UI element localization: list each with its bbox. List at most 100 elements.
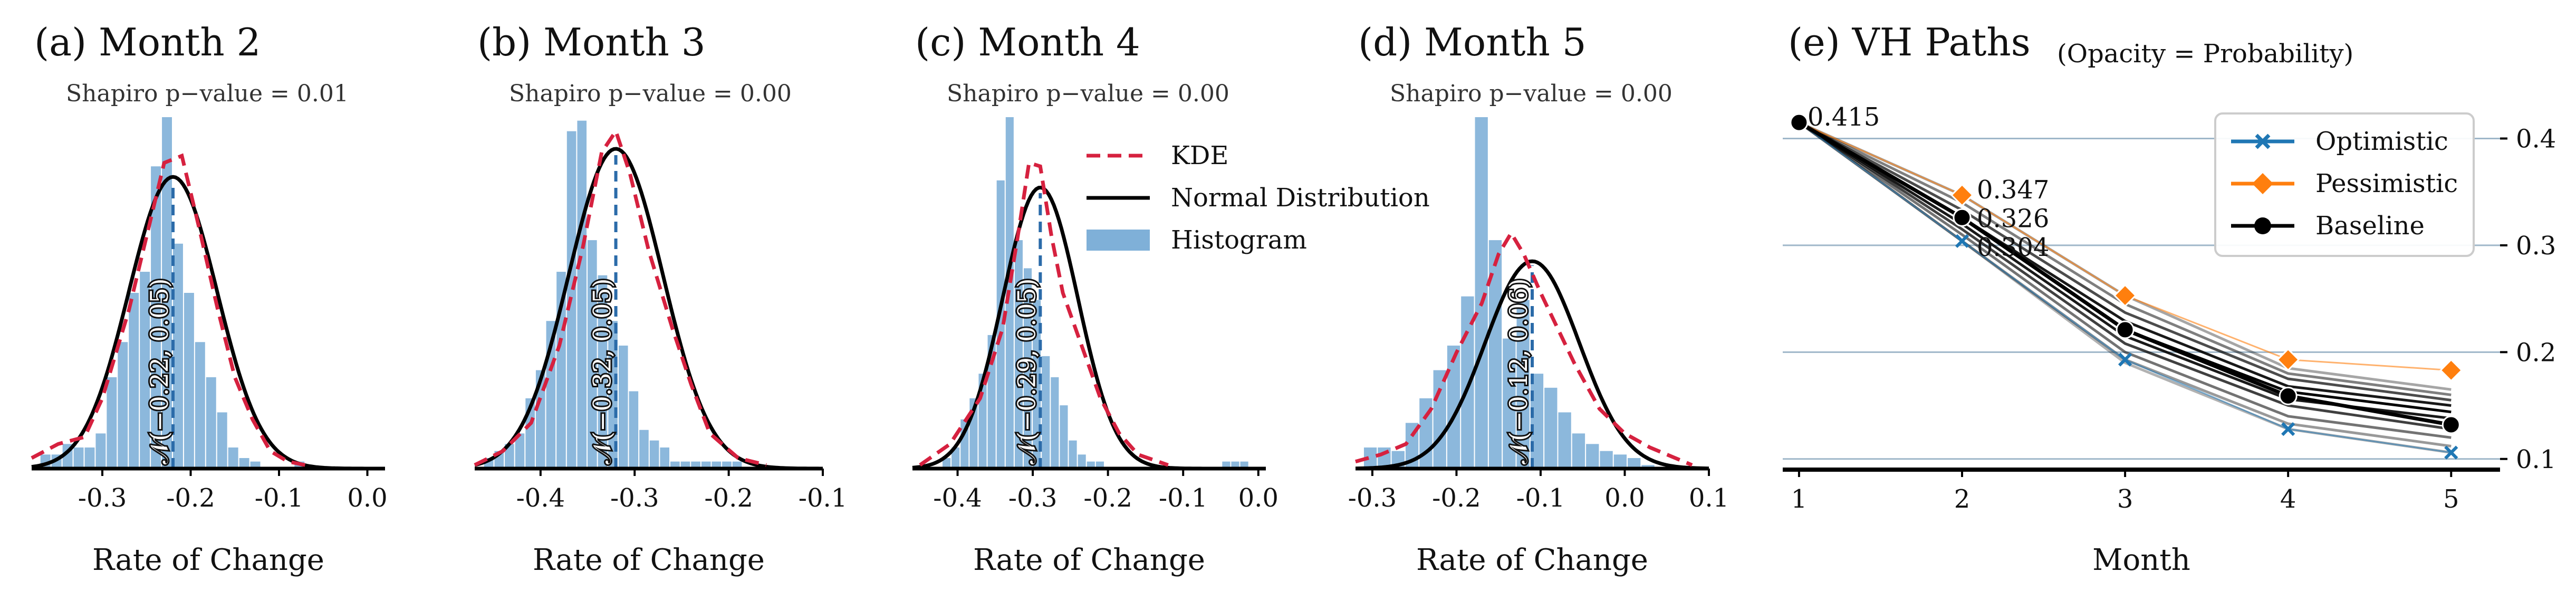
histogram-bar — [1503, 338, 1516, 469]
histogram-bar — [660, 447, 670, 469]
chart-title-note: (Opacity = Probability) — [2057, 39, 2353, 69]
x-tick-label: -0.4 — [516, 483, 565, 513]
histogram-bar — [987, 335, 996, 469]
vh-path — [1798, 121, 2452, 431]
histogram-bar — [73, 447, 84, 469]
legend-optimistic-label: Optimistic — [2315, 127, 2448, 156]
x-tick-label: -0.2 — [1432, 483, 1481, 513]
histogram-bar — [1600, 451, 1613, 469]
chart-subtitle: Shapiro p−value = 0.00 — [947, 80, 1229, 107]
y-tick-label: 0.2 — [2516, 338, 2556, 367]
x-tick-label: -0.2 — [166, 483, 215, 513]
point-value-label: 0.326 — [1977, 204, 2049, 233]
normal-label: 𝒩(−0.29, 0.05) — [1012, 278, 1041, 464]
histogram-bar — [173, 243, 183, 469]
kde-curve — [474, 127, 767, 467]
histogram-bar — [1014, 240, 1023, 469]
legend-histogram-swatch — [1087, 230, 1150, 251]
normal-curve — [1355, 259, 1709, 471]
histogram-panel-month-2: (a) Month 2 Shapiro p−value = 0.01 𝒩(−0.22… — [31, 20, 388, 577]
chart-title: (e) VH Paths — [1788, 20, 2031, 64]
histogram-bar — [951, 447, 960, 469]
chart-title: (b) Month 3 — [477, 20, 706, 64]
histogram-bar — [95, 433, 106, 469]
pessimistic-point — [2276, 348, 2300, 371]
x-tick-label: 0.0 — [1238, 483, 1279, 513]
histogram-bar — [598, 275, 608, 469]
histogram-bar — [649, 440, 659, 469]
histogram-bar — [129, 293, 139, 469]
histogram-bar — [629, 391, 639, 469]
point-value-label: 0.347 — [1977, 175, 2049, 205]
histogram-bar — [505, 444, 514, 469]
x-tick-label: -0.1 — [799, 483, 848, 513]
histogram-bar — [195, 342, 205, 469]
histogram-bar — [1069, 440, 1077, 469]
histogram-bar — [140, 272, 150, 469]
histogram-bar — [1586, 444, 1599, 469]
optimistic-point — [1955, 234, 1969, 248]
x-tick-label: 4 — [2280, 484, 2296, 514]
histogram-bar — [1042, 356, 1050, 469]
legend-histogram-label: Histogram — [1171, 225, 1307, 255]
x-tick-label: 0.0 — [347, 483, 387, 513]
vh-path — [1798, 121, 2452, 439]
x-tick-label: -0.4 — [933, 483, 982, 513]
vh-path — [1798, 121, 2452, 402]
histogram-bar — [239, 458, 249, 469]
x-tick-label: -0.3 — [610, 483, 659, 513]
legend-normal-label: Normal Distribution — [1171, 183, 1430, 213]
y-tick-label: 0.1 — [2516, 445, 2556, 474]
histogram-bar — [1023, 268, 1032, 469]
y-tick-label: 0.3 — [2516, 231, 2556, 261]
histogram-bar — [588, 240, 597, 469]
histogram-bar — [151, 166, 161, 469]
legend-baseline-marker — [2254, 217, 2271, 234]
histogram-bar — [118, 342, 128, 469]
baseline-point — [1790, 113, 1809, 132]
y-tick-label: 0.4 — [2516, 124, 2556, 154]
normal-label: 𝒩(−0.32, 0.05) — [588, 278, 617, 464]
x-tick-label: 0.0 — [1604, 483, 1645, 513]
pessimistic-point — [2439, 358, 2463, 382]
histogram-bar — [943, 458, 951, 469]
x-tick-label: -0.1 — [1159, 483, 1208, 513]
x-tick-label: -0.3 — [78, 483, 127, 513]
histogram-panel-month-5: (d) Month 5 Shapiro p−value = 0.00 𝒩(−0.12… — [1348, 20, 1729, 577]
histogram-bar — [535, 370, 545, 469]
normal-label: 𝒩(−0.22, 0.05) — [145, 278, 174, 464]
pessimistic-point — [2113, 283, 2137, 308]
histogram-panel-month-4: (c) Month 4 Shapiro p−value = 0.00 𝒩(−0.29… — [912, 20, 1430, 577]
baseline-point — [2116, 320, 2135, 339]
baseline-point — [2279, 386, 2298, 405]
point-value-label: 0.415 — [1808, 102, 1880, 132]
histogram-bar — [107, 377, 117, 469]
histogram-bar — [217, 412, 227, 469]
histogram-bar — [1060, 405, 1068, 469]
x-tick-label: 5 — [2443, 484, 2459, 514]
x-tick-label: -0.3 — [1348, 483, 1397, 513]
x-axis-label: Rate of Change — [973, 543, 1205, 577]
legend-baseline-label: Baseline — [2315, 211, 2425, 241]
histogram-bar — [184, 293, 194, 469]
normal-label: 𝒩(−0.12, 0.06) — [1504, 278, 1533, 464]
histogram-bar — [1433, 370, 1446, 469]
pessimistic-point — [1950, 183, 1974, 207]
kde-curve — [919, 160, 1169, 467]
histogram-bar — [618, 345, 628, 469]
histogram-bar — [1558, 412, 1571, 469]
histogram-bar — [228, 447, 238, 469]
chart-title: (a) Month 2 — [34, 20, 261, 64]
histogram-bar — [1530, 374, 1544, 469]
histogram-bar — [206, 377, 216, 469]
x-axis-label: Rate of Change — [533, 543, 765, 577]
histogram-bar — [515, 433, 525, 469]
histogram-legend: KDE Normal Distribution Histogram — [1087, 141, 1430, 255]
legend-kde-label: KDE — [1171, 141, 1228, 170]
chart-subtitle: Shapiro p−value = 0.00 — [1390, 80, 1673, 107]
normal-curve — [474, 147, 823, 471]
histogram-bar — [1628, 458, 1641, 469]
histogram-panel-month-3: (b) Month 3 Shapiro p−value = 0.00 𝒩(−0.32… — [474, 20, 848, 577]
legend-pessimistic-label: Pessimistic — [2315, 169, 2458, 198]
